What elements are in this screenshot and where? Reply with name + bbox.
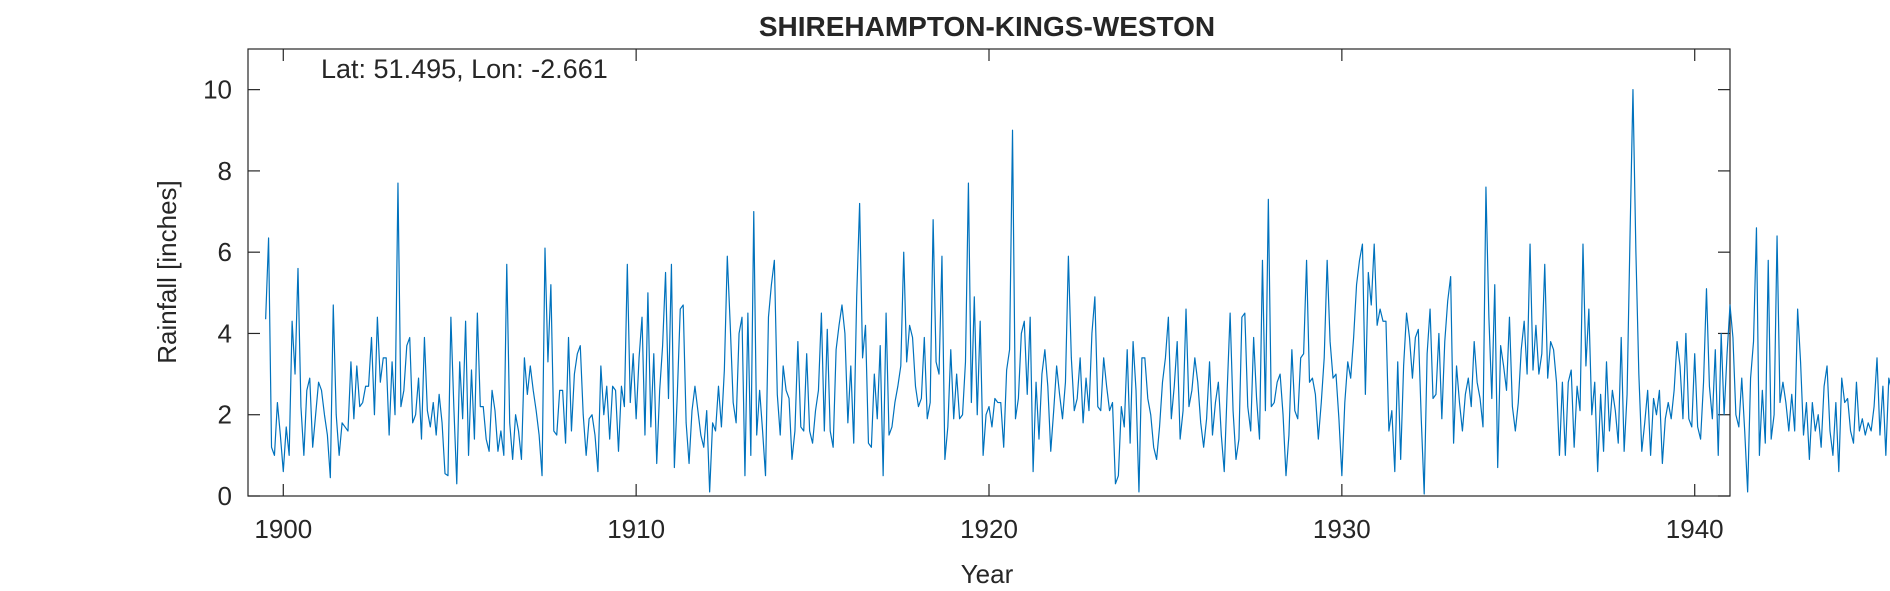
x-tick-label: 1910 — [607, 514, 665, 544]
x-tick-label: 1930 — [1313, 514, 1371, 544]
y-axis-label: Rainfall [inches] — [152, 180, 182, 364]
x-tick-label: 1920 — [960, 514, 1018, 544]
y-tick-label: 4 — [218, 318, 232, 348]
x-tick-label: 1940 — [1666, 514, 1724, 544]
rainfall-series-line — [265, 89, 1890, 495]
axes-box — [247, 48, 1731, 497]
y-tick-label: 2 — [218, 400, 232, 430]
chart-title: SHIREHAMPTON-KINGS-WESTON — [759, 11, 1215, 42]
location-annotation: Lat: 51.495, Lon: -2.661 — [321, 54, 608, 84]
plot-area: 1900 1910 1920 1930 1940 0 2 4 6 8 10 — [203, 48, 1890, 544]
y-tick-label: 10 — [203, 75, 232, 105]
y-tick-label: 6 — [218, 237, 232, 267]
x-tick-label: 1900 — [254, 514, 312, 544]
y-tick-label: 0 — [218, 481, 232, 511]
x-axis-label: Year — [961, 559, 1014, 589]
y-tick-label: 8 — [218, 156, 232, 186]
